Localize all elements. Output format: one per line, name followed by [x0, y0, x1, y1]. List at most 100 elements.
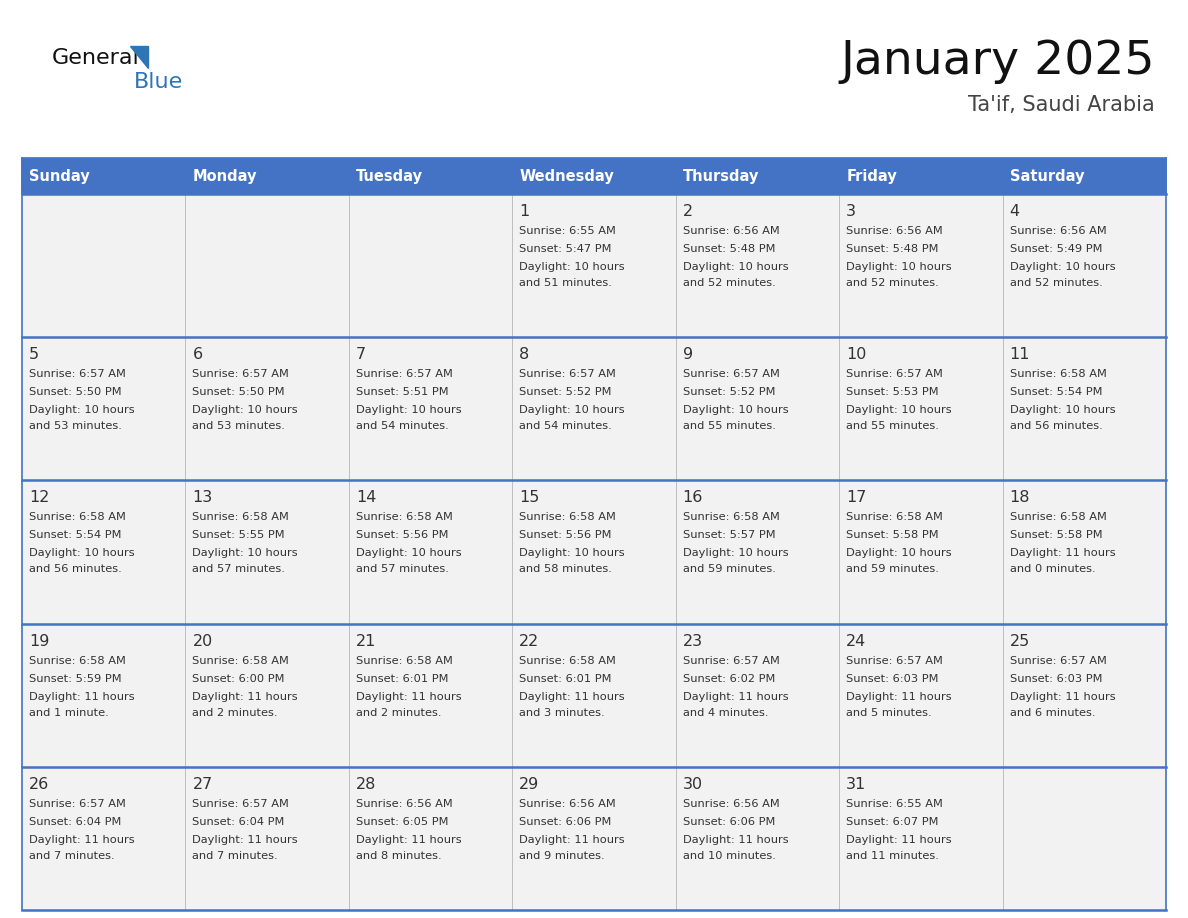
- Text: and 52 minutes.: and 52 minutes.: [1010, 278, 1102, 288]
- Text: 6: 6: [192, 347, 202, 363]
- Text: Sunrise: 6:58 AM: Sunrise: 6:58 AM: [192, 655, 290, 666]
- Text: 30: 30: [683, 777, 703, 792]
- Text: Sunrise: 6:56 AM: Sunrise: 6:56 AM: [683, 799, 779, 809]
- Bar: [185, 767, 349, 910]
- Text: Sunrise: 6:58 AM: Sunrise: 6:58 AM: [519, 655, 617, 666]
- Text: Sunrise: 6:58 AM: Sunrise: 6:58 AM: [519, 512, 617, 522]
- Text: Sunrise: 6:58 AM: Sunrise: 6:58 AM: [683, 512, 779, 522]
- Bar: [349, 767, 512, 910]
- Text: and 56 minutes.: and 56 minutes.: [1010, 421, 1102, 431]
- Text: Daylight: 10 hours: Daylight: 10 hours: [683, 405, 789, 415]
- Text: 9: 9: [683, 347, 693, 363]
- Text: Daylight: 11 hours: Daylight: 11 hours: [846, 834, 952, 845]
- Text: Sunset: 5:51 PM: Sunset: 5:51 PM: [356, 387, 449, 397]
- Text: Sunrise: 6:57 AM: Sunrise: 6:57 AM: [846, 655, 943, 666]
- Text: Daylight: 11 hours: Daylight: 11 hours: [1010, 691, 1116, 701]
- Text: 17: 17: [846, 490, 866, 506]
- Text: and 3 minutes.: and 3 minutes.: [519, 708, 605, 718]
- Text: 1: 1: [519, 204, 530, 219]
- Bar: [512, 767, 676, 910]
- Bar: [185, 480, 349, 623]
- Bar: [349, 623, 512, 767]
- Text: Sunset: 6:01 PM: Sunset: 6:01 PM: [519, 674, 612, 684]
- Text: and 54 minutes.: and 54 minutes.: [356, 421, 449, 431]
- Text: 24: 24: [846, 633, 866, 649]
- Bar: [23, 194, 185, 337]
- Text: Daylight: 11 hours: Daylight: 11 hours: [29, 691, 134, 701]
- Text: 12: 12: [29, 490, 50, 506]
- Text: and 54 minutes.: and 54 minutes.: [519, 421, 612, 431]
- Text: Daylight: 10 hours: Daylight: 10 hours: [192, 548, 298, 558]
- Text: Wednesday: Wednesday: [519, 169, 614, 184]
- Text: Sunrise: 6:56 AM: Sunrise: 6:56 AM: [519, 799, 617, 809]
- Text: and 59 minutes.: and 59 minutes.: [846, 565, 939, 575]
- Text: 11: 11: [1010, 347, 1030, 363]
- Text: 22: 22: [519, 633, 539, 649]
- Text: Saturday: Saturday: [1010, 169, 1085, 184]
- Text: Sunset: 6:02 PM: Sunset: 6:02 PM: [683, 674, 775, 684]
- Bar: [839, 337, 1003, 480]
- Text: General: General: [52, 48, 140, 68]
- Text: Sunset: 5:54 PM: Sunset: 5:54 PM: [29, 531, 121, 541]
- Text: 7: 7: [356, 347, 366, 363]
- Text: 4: 4: [1010, 204, 1019, 219]
- Text: Daylight: 11 hours: Daylight: 11 hours: [519, 691, 625, 701]
- Text: Daylight: 11 hours: Daylight: 11 hours: [356, 834, 461, 845]
- Text: Sunrise: 6:58 AM: Sunrise: 6:58 AM: [1010, 512, 1106, 522]
- Text: and 55 minutes.: and 55 minutes.: [846, 421, 939, 431]
- Text: Sunset: 6:03 PM: Sunset: 6:03 PM: [846, 674, 939, 684]
- Bar: [676, 158, 839, 194]
- Text: and 53 minutes.: and 53 minutes.: [192, 421, 285, 431]
- Text: 18: 18: [1010, 490, 1030, 506]
- Bar: [349, 158, 512, 194]
- Bar: [676, 194, 839, 337]
- Text: Sunset: 6:00 PM: Sunset: 6:00 PM: [192, 674, 285, 684]
- Text: Daylight: 11 hours: Daylight: 11 hours: [29, 834, 134, 845]
- Text: 14: 14: [356, 490, 377, 506]
- Text: Daylight: 11 hours: Daylight: 11 hours: [683, 691, 789, 701]
- Text: Sunset: 5:56 PM: Sunset: 5:56 PM: [356, 531, 448, 541]
- Bar: [23, 767, 185, 910]
- Text: Sunset: 5:48 PM: Sunset: 5:48 PM: [683, 244, 776, 254]
- Text: 5: 5: [29, 347, 39, 363]
- Text: Sunday: Sunday: [29, 169, 90, 184]
- Text: and 1 minute.: and 1 minute.: [29, 708, 109, 718]
- Bar: [1003, 767, 1165, 910]
- Text: Daylight: 10 hours: Daylight: 10 hours: [519, 548, 625, 558]
- Polygon shape: [129, 46, 148, 68]
- Text: Ta'if, Saudi Arabia: Ta'if, Saudi Arabia: [968, 95, 1155, 115]
- Text: Tuesday: Tuesday: [356, 169, 423, 184]
- Text: Sunset: 6:06 PM: Sunset: 6:06 PM: [519, 817, 612, 827]
- Text: Sunrise: 6:57 AM: Sunrise: 6:57 AM: [519, 369, 617, 379]
- Text: and 53 minutes.: and 53 minutes.: [29, 421, 122, 431]
- Text: Daylight: 11 hours: Daylight: 11 hours: [356, 691, 461, 701]
- Bar: [23, 480, 185, 623]
- Text: Sunrise: 6:57 AM: Sunrise: 6:57 AM: [29, 369, 126, 379]
- Bar: [349, 480, 512, 623]
- Text: 29: 29: [519, 777, 539, 792]
- Bar: [676, 623, 839, 767]
- Text: and 57 minutes.: and 57 minutes.: [192, 565, 285, 575]
- Text: Daylight: 10 hours: Daylight: 10 hours: [356, 548, 461, 558]
- Text: and 56 minutes.: and 56 minutes.: [29, 565, 121, 575]
- Text: Sunset: 6:07 PM: Sunset: 6:07 PM: [846, 817, 939, 827]
- Text: Sunset: 6:01 PM: Sunset: 6:01 PM: [356, 674, 448, 684]
- Bar: [23, 158, 1165, 194]
- Bar: [23, 158, 185, 194]
- Text: 31: 31: [846, 777, 866, 792]
- Text: Daylight: 10 hours: Daylight: 10 hours: [29, 548, 134, 558]
- Text: and 11 minutes.: and 11 minutes.: [846, 851, 939, 861]
- Bar: [512, 194, 676, 337]
- Text: January 2025: January 2025: [840, 39, 1155, 84]
- Text: Sunset: 5:49 PM: Sunset: 5:49 PM: [1010, 244, 1102, 254]
- Text: Sunrise: 6:57 AM: Sunrise: 6:57 AM: [29, 799, 126, 809]
- Bar: [512, 337, 676, 480]
- Text: Blue: Blue: [134, 72, 183, 92]
- Text: and 52 minutes.: and 52 minutes.: [846, 278, 939, 288]
- Text: 27: 27: [192, 777, 213, 792]
- Text: 10: 10: [846, 347, 866, 363]
- Bar: [1003, 194, 1165, 337]
- Text: and 0 minutes.: and 0 minutes.: [1010, 565, 1095, 575]
- Text: Sunset: 6:05 PM: Sunset: 6:05 PM: [356, 817, 448, 827]
- Text: and 52 minutes.: and 52 minutes.: [683, 278, 776, 288]
